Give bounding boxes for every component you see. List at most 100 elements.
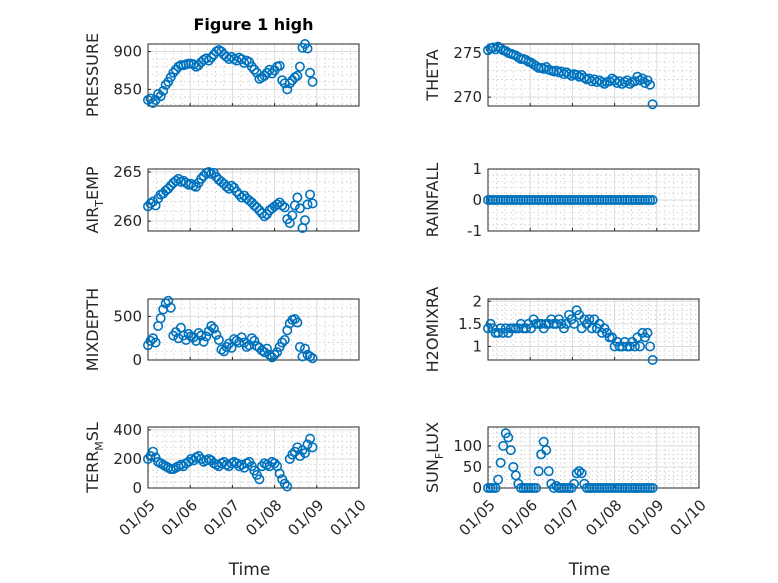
data-point: [574, 466, 585, 477]
data-point: [279, 202, 290, 213]
data-point: [629, 341, 640, 352]
x-axis-label: Time: [228, 560, 271, 580]
y-tick-label: 500: [113, 307, 142, 325]
x-tick-label: 01/08: [582, 496, 625, 539]
data-point: [148, 446, 159, 457]
panel-terr-msl: 0 200 400 TERRMSL 01/0501/0601/0701/0801/090…: [83, 421, 370, 580]
data-point: [249, 335, 260, 346]
y-tick-label: 200: [113, 450, 142, 468]
data-point: [645, 341, 656, 352]
y-tick-label: 0: [472, 191, 482, 209]
data-point: [282, 84, 293, 95]
y-axis-label: H2OMIXRA: [423, 287, 442, 373]
data-point: [284, 78, 295, 89]
data-point: [586, 323, 597, 334]
data-point: [208, 323, 219, 334]
data-point: [302, 199, 313, 210]
y-tick-label: 1.5: [458, 315, 482, 333]
data-point: [299, 215, 310, 226]
x-tick-label: 01/09: [624, 496, 667, 539]
data-point: [294, 341, 305, 352]
y-tick-label: 1: [472, 160, 482, 178]
data-point: [299, 448, 310, 459]
panel-rainfall: -1 0 1 RAINFALL: [423, 160, 700, 240]
data-point: [287, 210, 298, 221]
y-axis-label: MIXDEPTH: [83, 288, 102, 371]
data-point: [493, 474, 504, 485]
data-point: [165, 302, 176, 313]
data-point: [216, 344, 227, 355]
y-axis-label: RAINFALL: [423, 163, 442, 238]
data-point: [267, 352, 278, 363]
data-point: [645, 79, 656, 90]
y-tick-label: -1: [467, 222, 482, 240]
data-point: [307, 76, 318, 87]
data-point: [495, 457, 506, 468]
data-point: [639, 77, 650, 88]
x-axis-label: Time: [568, 560, 611, 580]
y-tick-label: 0: [472, 479, 482, 497]
data-point: [256, 345, 267, 356]
data-point: [251, 202, 262, 213]
data-point: [234, 189, 245, 200]
data-point: [277, 200, 288, 211]
data-point: [294, 451, 305, 462]
data-point: [196, 330, 207, 341]
data-point: [647, 354, 658, 365]
x-tick-label: 01/06: [158, 496, 201, 539]
x-tick-label: 01/09: [284, 496, 327, 539]
y-tick-label: 2: [472, 292, 482, 310]
axes-box: [147, 426, 360, 489]
data-point: [211, 329, 222, 340]
data-point: [279, 478, 290, 489]
data-point: [498, 440, 509, 451]
y-tick-label: 270: [453, 88, 482, 106]
y-tick-label: 900: [113, 43, 142, 61]
data-point: [305, 189, 316, 200]
data-point: [183, 456, 194, 467]
data-point: [305, 433, 316, 444]
data-point: [599, 78, 610, 89]
x-tick-label: 01/07: [540, 496, 583, 539]
data-point: [279, 334, 290, 345]
data-point: [256, 461, 267, 472]
y-axis-label: PRESSURE: [83, 33, 102, 117]
x-tick-label: 01/06: [498, 496, 541, 539]
data-point: [170, 175, 181, 186]
data-point: [634, 75, 645, 86]
y-axis-label: TERRMSL: [83, 422, 106, 494]
data-point: [299, 343, 310, 354]
data-point: [196, 173, 207, 184]
y-tick-label: 100: [453, 437, 482, 455]
data-point: [145, 198, 156, 209]
data-point: [173, 173, 184, 184]
data-point: [254, 205, 265, 216]
data-point: [246, 61, 257, 72]
data-point: [292, 317, 303, 328]
data-point: [259, 211, 270, 222]
data-point: [274, 468, 285, 479]
data-point: [272, 347, 283, 358]
data-point: [305, 67, 316, 78]
data-point: [642, 327, 653, 338]
data-point: [647, 482, 658, 493]
data-point: [307, 442, 318, 453]
data-point: [206, 321, 217, 332]
data-point: [294, 61, 305, 72]
data-point: [198, 336, 209, 347]
data-point: [531, 482, 542, 493]
data-point: [619, 77, 630, 88]
x-tick-label: 01/10: [667, 496, 710, 539]
data-point: [503, 432, 514, 443]
data-point: [193, 451, 204, 462]
x-tick-label: 01/08: [242, 496, 285, 539]
data-point: [150, 337, 161, 348]
data-point: [231, 186, 242, 197]
data-point: [302, 439, 313, 450]
data-point: [236, 332, 247, 343]
data-point: [216, 46, 227, 57]
data-point: [548, 482, 559, 493]
panel-pressure: 850 900 PRESSURE Figure 1 high: [83, 15, 360, 117]
